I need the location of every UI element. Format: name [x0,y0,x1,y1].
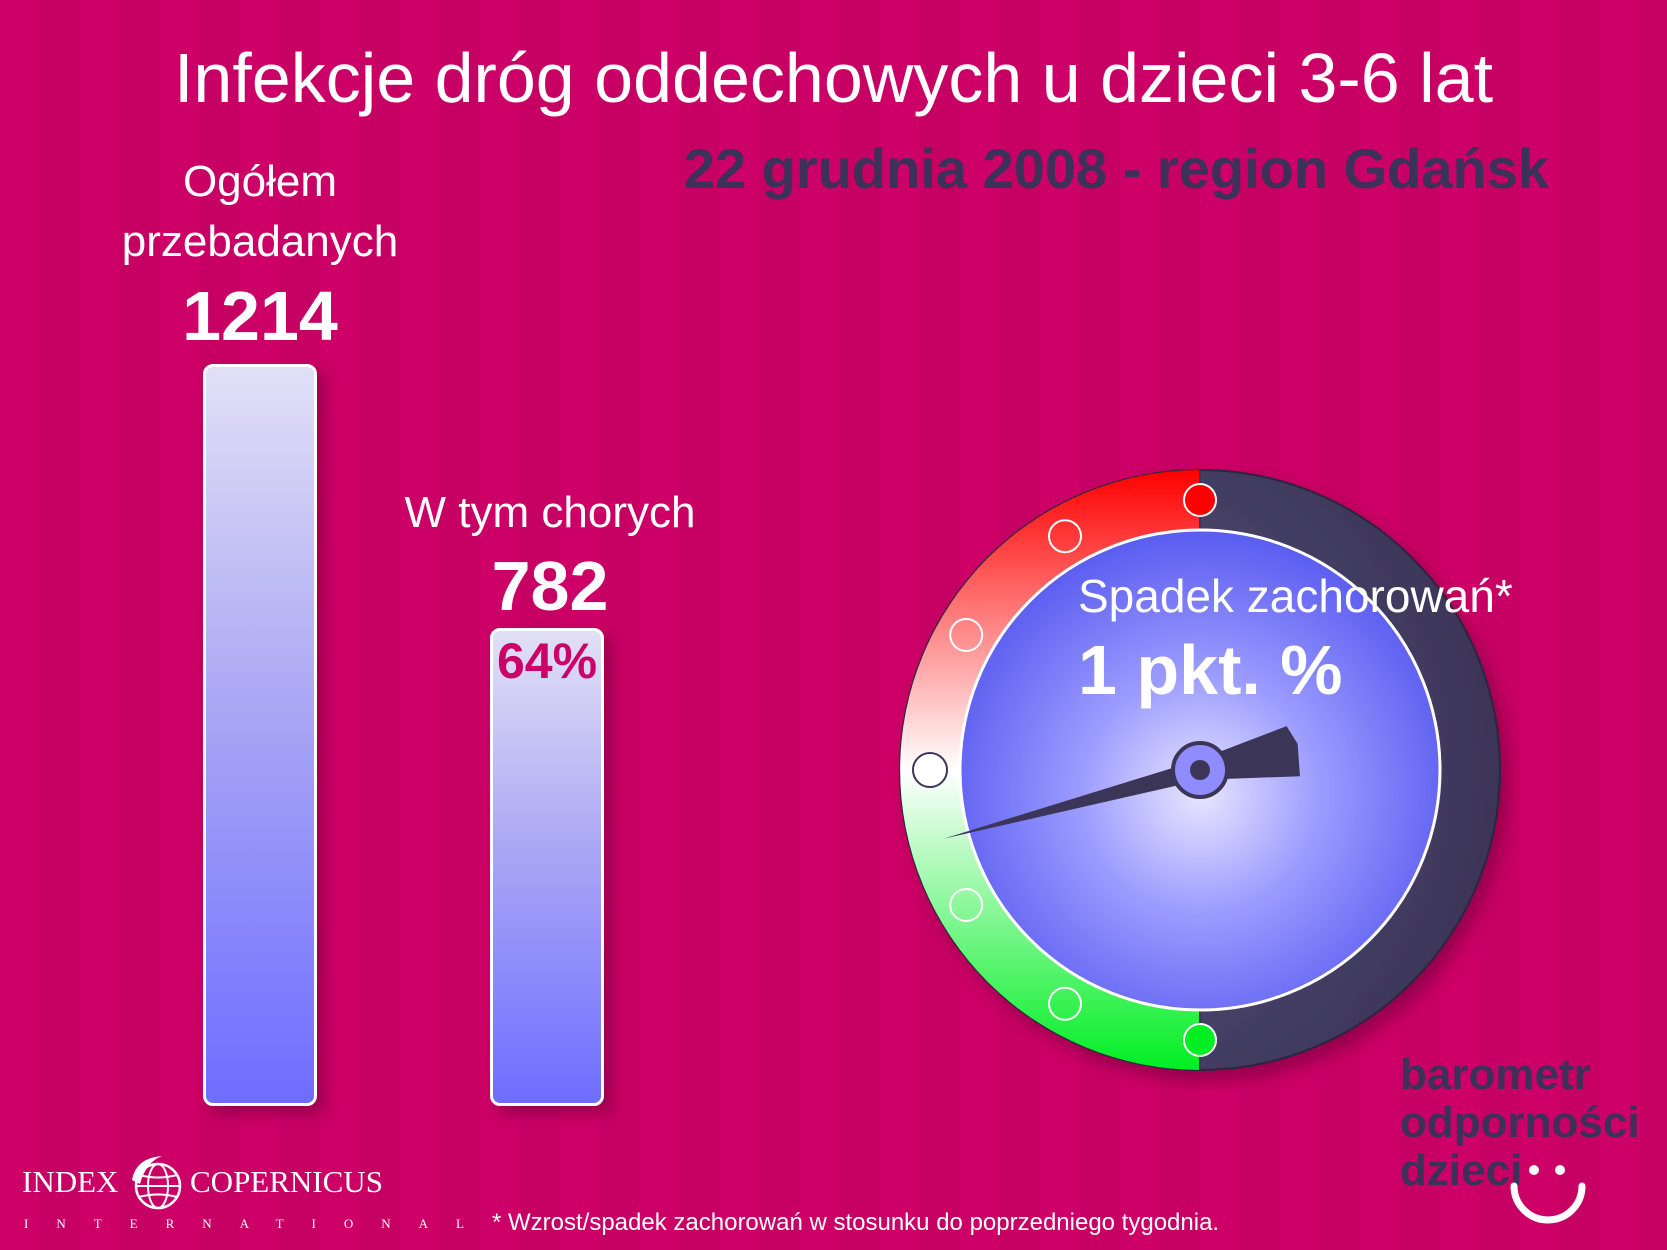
logo-international-text: INTERNATIONAL [24,1216,492,1231]
index-copernicus-logo: INDEX COPERNICUS INTERNATIONAL [22,1150,464,1240]
bar-sick: 64% [490,628,604,1106]
bar-total-label-line2: przebadanych [121,217,399,266]
gauge-scale-marker [1183,483,1217,517]
bar-sick-label: W tym chorych [404,488,696,537]
barometer-gauge [899,469,1501,1071]
logo-odpornosci-text: odporności [1400,1098,1640,1147]
gauge-label: Spadek zachorowań* [1078,570,1513,622]
footnote: * Wzrost/spadek zachorowań w stosunku do… [492,1209,1220,1236]
gauge-zero-marker [912,752,948,788]
gauge-value: 1 pkt. % [1078,631,1343,709]
logo-barometr-text: barometr [1400,1050,1591,1099]
bar-total [203,364,317,1106]
page-title: Infekcje dróg oddechowych u dzieci 3-6 l… [173,39,1494,117]
gauge-scale-marker [949,618,984,652]
gauge-scale-marker [1048,519,1082,554]
barometr-logo: barometr odporności dzieci [1400,1050,1660,1240]
globe-icon [132,1156,182,1210]
logo-index-text: INDEX [22,1164,119,1199]
gauge-scale-marker [949,888,984,922]
gauge-scale-marker [1183,1023,1217,1057]
gauge-body [899,469,1501,1071]
logo-copernicus-text: COPERNICUS [190,1164,383,1199]
logo-dzieci-text: dzieci [1400,1146,1523,1195]
bar-total-label-line1: Ogółem [182,157,338,206]
gauge-needle [944,726,1300,839]
gauge-hub-center [1190,760,1210,780]
gauge-scale-marker [1048,986,1082,1021]
bar-total-label: Ogółem przebadanych [80,152,440,272]
smiley-icon [1510,1165,1586,1224]
bar-total-value: 1214 [182,277,338,355]
page-subtitle: 22 grudnia 2008 - region Gdańsk [683,137,1549,200]
bar-sick-value: 782 [491,547,609,625]
gauge-scale-arc [900,470,1200,1070]
bar-sick-percent: 64% [496,633,598,689]
